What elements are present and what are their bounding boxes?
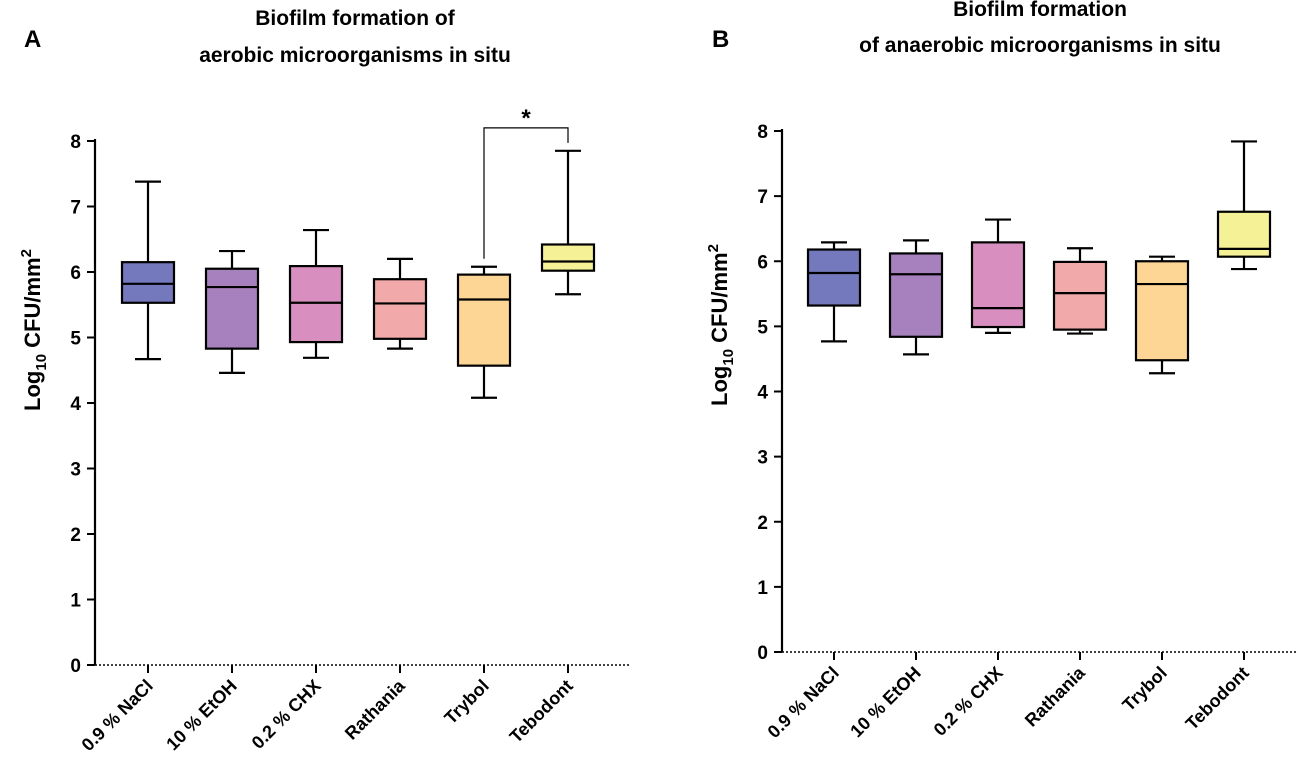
panel-a-category-label: Trybol [440,676,492,728]
panel-a-iqr-box [288,265,344,344]
panel-a-iqr-box [204,267,260,350]
panel-b-box-6 [1216,140,1272,271]
panel-b-y-tick-label: 3 [757,448,768,469]
panel-b-box-5 [1134,255,1190,375]
panel-b-category-label: Rathania [1021,662,1090,731]
panel-a-y-axis-label: Log10 CFU/mm2 [18,249,50,411]
panel-a-iqr-box [456,273,512,367]
panel-a: A Biofilm formation of aerobic microorga… [18,7,630,755]
panel-a-box-6 [540,149,596,296]
panel-a-box-5 [456,265,512,399]
panel-a-y-tick-label: 5 [70,329,81,350]
panel-b-category-label: 0.9 % NaCl [764,663,843,742]
panel-a-category-label: 0.2 % CHX [248,676,325,753]
panel-b-y-tick-label: 1 [757,578,768,599]
panel-b-iqr-box [806,248,862,307]
panel-a-box-1 [120,180,176,361]
panel-a-category-label: 10 % EtOH [162,676,241,755]
panel-b-box-3 [970,218,1026,334]
panel-a-y-tick-label: 7 [70,198,81,219]
panel-b-y-tick-label: 2 [757,513,768,534]
panel-b-y-axis-label: Log10 CFU/mm2 [705,244,737,406]
panel-a-y-tick-label: 3 [70,460,81,481]
panel-a-y-tick-label: 8 [70,132,81,153]
panel-a-iqr-box [120,261,176,304]
panel-b-y-tick-label: 6 [757,252,768,273]
panel-b-category-label: Trybol [1118,663,1170,715]
panel-a-y-tick-label: 1 [70,591,81,612]
panel-a-category-label: Rathania [341,675,410,744]
panel-b-box-1 [806,241,862,343]
panel-b-plot: 0 1 2 3 4 5 6 7 8 Log10 CFU/mm2 0.9 % NaCl 10 % EtO… [705,122,1297,742]
panel-a-category-label: Tebodont [506,676,577,747]
panel-b-y-tick-label: 8 [757,122,768,143]
panel-b-box-2 [888,239,944,356]
panel-b-category-label: Tebodont [1182,663,1253,734]
panel-b-title-line-1: Biofilm formation [953,0,1127,21]
panel-a-category-label: 0.9 % NaCl [78,676,157,755]
panel-a-title-line-1: Biofilm formation of [255,7,455,30]
panel-a-box-4 [372,257,428,350]
panel-b-y-tick-label: 7 [757,187,768,208]
panel-a-box-3 [288,228,344,359]
panel-b-title-line-2: of anaerobic microorganisms in situ [859,34,1221,57]
panel-b-y-tick-label: 5 [757,317,768,338]
panel-b-iqr-box [1052,260,1108,331]
panel-b-box-4 [1052,247,1108,335]
panel-a-y-tick-label: 6 [70,263,81,284]
panel-b-iqr-box [1134,260,1190,362]
panel-a-title-line-2: aerobic microorganisms in situ [199,44,511,67]
panel-a-significance-bracket [483,127,569,259]
panel-a-letter: A [24,26,41,53]
panel-a-iqr-box [540,243,596,272]
panel-a-box-2 [204,249,260,374]
panel-b-iqr-box [888,252,944,338]
panel-a-significance-label: * [521,105,531,132]
panel-b-y-tick-label: 0 [757,643,768,664]
panel-a-iqr-box [372,278,428,340]
panel-b-letter: B [712,26,729,53]
panel-b: B Biofilm formation of anaerobic microor… [705,0,1297,742]
panel-b-category-label: 10 % EtOH [846,663,925,742]
panel-b-iqr-box [970,241,1026,329]
panel-a-y-tick-label: 0 [70,656,81,677]
panel-a-y-tick-label: 2 [70,525,81,546]
panel-a-plot: 0 1 2 3 4 5 6 7 8 Log10 CFU/mm2 0.9 % NaCl 10 % EtO… [18,105,630,755]
panel-a-y-tick-label: 4 [70,394,81,415]
panel-b-category-label: 0.2 % CHX [930,663,1007,740]
panel-b-y-tick-label: 4 [757,383,768,404]
